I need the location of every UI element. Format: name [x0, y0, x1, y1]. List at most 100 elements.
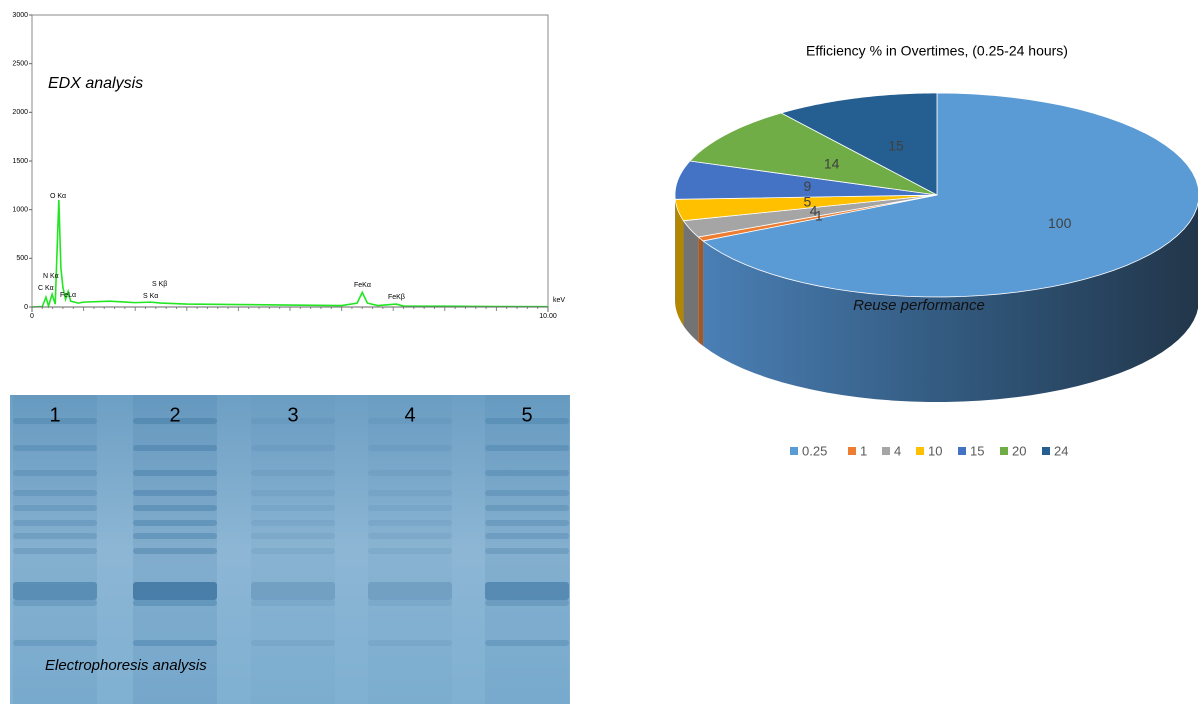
y-tick-label: 3000: [12, 12, 28, 19]
legend-label: 20: [1012, 443, 1026, 458]
gel-band: [133, 445, 217, 451]
pie-title: Efficiency % in Overtimes, (0.25-24 hour…: [806, 43, 1068, 59]
gel-background: [10, 395, 570, 704]
gel-band: [133, 418, 217, 424]
gel-band: [251, 418, 335, 424]
gel-lane: [368, 395, 452, 704]
pie-slice: [674, 194, 938, 222]
peak-label: N Kα: [43, 273, 59, 280]
lane-label: 2: [169, 404, 180, 426]
legend-swatch: [916, 447, 924, 455]
data-label: 100: [1048, 215, 1072, 231]
gel-band: [13, 582, 97, 600]
edx-frame: [31, 14, 549, 308]
y-tick-label: 2500: [12, 61, 28, 68]
gel-band: [368, 548, 452, 554]
gel-band: [133, 640, 217, 646]
gel-band: [251, 445, 335, 451]
data-label: 14: [824, 155, 840, 171]
y-tick-label: 1000: [12, 207, 28, 214]
gel-band: [368, 490, 452, 496]
lane-label: 5: [521, 404, 532, 426]
gel-band: [485, 520, 569, 526]
lane-label: 3: [287, 404, 298, 426]
gel-lane: [485, 395, 569, 704]
data-label: 9: [804, 178, 812, 194]
gel-band: [13, 548, 97, 554]
gel-band: [133, 582, 217, 600]
lane-label: 1: [49, 404, 60, 426]
legend-swatch: [790, 447, 798, 455]
peak-label: O Kα: [50, 193, 66, 200]
gel-band: [368, 418, 452, 424]
pie-slice: [780, 92, 938, 196]
edx-title: EDX analysis: [48, 75, 143, 92]
peak-label: C Kα: [38, 285, 54, 292]
gel-band: [133, 600, 217, 606]
gel-band: [485, 600, 569, 606]
gel-lane: [251, 395, 335, 704]
peak-label: S Kβ: [152, 281, 167, 288]
y-tick-label: 1500: [12, 158, 28, 165]
gel-band: [13, 505, 97, 511]
gel-lane: [13, 395, 97, 704]
gel-band: [13, 533, 97, 539]
legend-swatch: [1000, 447, 1008, 455]
legend-label: 0.25: [802, 443, 827, 458]
peak-label: S Kα: [143, 293, 158, 300]
gel-band: [251, 490, 335, 496]
pie-side: [703, 203, 1198, 402]
y-tick-label: 500: [16, 255, 28, 262]
gel-lane: [133, 395, 217, 704]
gel-band: [485, 582, 569, 600]
gel-band: [251, 548, 335, 554]
gel-band: [13, 470, 97, 476]
peak-label: FeKα: [354, 282, 371, 289]
gel-band: [368, 582, 452, 600]
gel-band: [251, 582, 335, 600]
gel-image: [10, 395, 570, 704]
peak-label: FeLα: [60, 292, 76, 299]
legend-label: 1: [860, 443, 867, 458]
gel-band: [485, 548, 569, 554]
gel-band: [368, 640, 452, 646]
data-label: 1: [815, 208, 823, 224]
legend-label: 15: [970, 443, 984, 458]
gel-band: [251, 505, 335, 511]
x-tick-label: 0: [30, 313, 34, 320]
gel-band: [133, 470, 217, 476]
pie-slice: [674, 160, 938, 200]
pie-side: [683, 220, 699, 343]
gel-band: [485, 505, 569, 511]
legend-swatch: [882, 447, 890, 455]
pie-slice: [689, 112, 938, 196]
pie-side: [675, 199, 684, 326]
gel-band: [13, 520, 97, 526]
gel-band: [13, 600, 97, 606]
legend-label: 24: [1054, 443, 1068, 458]
gel-band: [133, 520, 217, 526]
gel-band: [368, 520, 452, 526]
spectrum-line: [31, 199, 549, 309]
gel-band: [368, 533, 452, 539]
x-axis-label: keV: [553, 297, 565, 304]
gel-band: [133, 548, 217, 554]
gel-band: [485, 533, 569, 539]
data-label: 5: [804, 193, 812, 209]
data-label: 15: [888, 137, 904, 153]
legend-label: 4: [894, 443, 901, 458]
gel-band: [133, 533, 217, 539]
gel-band: [485, 490, 569, 496]
legend-swatch: [958, 447, 966, 455]
pie-slice: [682, 194, 938, 238]
y-tick-label: 2000: [12, 109, 28, 116]
lane-label: 4: [404, 404, 415, 426]
gel-band: [133, 505, 217, 511]
gel-caption: Electrophoresis analysis: [45, 657, 207, 674]
gel-band: [251, 640, 335, 646]
gel-band: [485, 445, 569, 451]
gel-band: [368, 505, 452, 511]
legend-label: 10: [928, 443, 942, 458]
peak-label: FeKβ: [388, 294, 405, 301]
